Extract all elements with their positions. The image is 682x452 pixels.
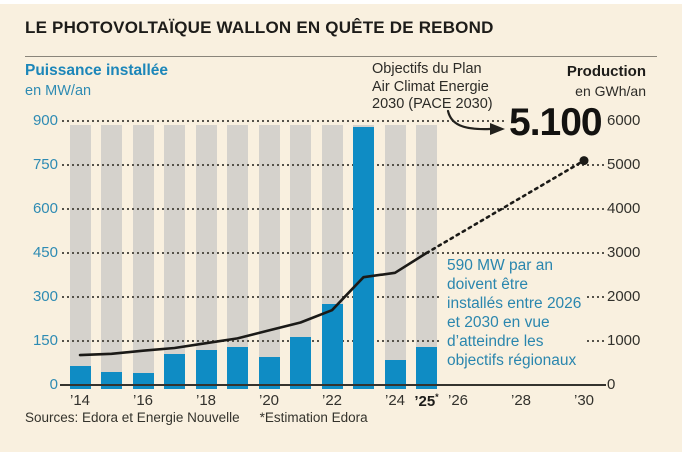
bar-2015 xyxy=(101,371,122,389)
right-axis-legend: Production en GWh/an xyxy=(567,63,646,99)
bar-2019 xyxy=(227,346,248,389)
left-axis-tick-label: 900 xyxy=(32,112,58,129)
chart-title: LE PHOTOVOLTAÏQUE WALLON EN QUÊTE DE REB… xyxy=(25,18,494,37)
note-590-line: et 2030 en vue xyxy=(447,314,550,331)
left-axis-tick-label: 750 xyxy=(32,156,58,173)
sources-text: Sources: Edora et Energie Nouvelle xyxy=(25,410,240,425)
right-axis-tick-label: 5000 xyxy=(607,156,641,173)
bar-2020 xyxy=(258,357,280,389)
x-tick-label: ’25* xyxy=(414,392,439,410)
bar-2017 xyxy=(164,354,185,389)
bar-2022 xyxy=(321,304,343,389)
x-tick-label: ’30 xyxy=(573,392,595,409)
x-tick-label: ’24 xyxy=(384,392,406,409)
x-tick-label: ’18 xyxy=(195,392,217,409)
bar-2025 xyxy=(416,346,437,389)
left-axis-tick-label: 600 xyxy=(32,200,58,217)
right-axis-tick-label: 2000 xyxy=(607,288,641,305)
projection-line xyxy=(425,159,586,255)
note-590-line: d’atteindre les xyxy=(447,333,544,350)
note-590-line: objectifs régionaux xyxy=(447,352,577,369)
pace-annotation-line: Objectifs du Plan xyxy=(372,61,482,77)
note-590-line: installés entre 2026 xyxy=(447,295,582,312)
arrow-head-icon xyxy=(490,123,505,135)
footer: Sources: Edora et Energie Nouvelle *Estim… xyxy=(25,410,368,425)
note-590-line: 590 MW par an xyxy=(447,257,553,274)
x-tick-label: ’16 xyxy=(132,392,154,409)
pace-annotation: Objectifs du Plan Air Climat Energie 203… xyxy=(372,61,493,114)
estimation-text: *Estimation Edora xyxy=(259,410,368,425)
note-590: 590 MW par an doivent être installés ent… xyxy=(442,254,587,372)
pace-annotation-line: Air Climat Energie xyxy=(372,78,489,95)
x-tick-label: ’22 xyxy=(321,392,343,409)
bar-2016 xyxy=(132,373,154,389)
right-axis-unit: en GWh/an xyxy=(575,83,646,99)
right-axis-tick-label: 6000 xyxy=(607,112,641,129)
bar-2018 xyxy=(195,349,217,389)
left-axis-tick-label: 450 xyxy=(32,244,58,261)
x-tick-label: ’14 xyxy=(69,392,91,409)
gridline xyxy=(62,208,605,210)
gridline xyxy=(62,120,605,122)
note-590-line: doivent être xyxy=(447,276,528,293)
pace-annotation-line: 2030 (PACE 2030) xyxy=(372,96,493,112)
right-axis-tick-label: 3000 xyxy=(607,244,641,261)
top-white-strip xyxy=(0,0,682,4)
left-axis-legend: Puissance installée en MW/an xyxy=(25,62,168,99)
left-axis-tick-label: 150 xyxy=(32,332,58,349)
bar-2023 xyxy=(353,126,374,389)
title-divider xyxy=(25,56,657,57)
bar-2014 xyxy=(69,365,91,389)
x-axis-line xyxy=(60,384,606,386)
right-axis-tick-label: 0 xyxy=(607,376,616,393)
x-tick-label: ’28 xyxy=(510,392,532,409)
left-axis-title: Puissance installée xyxy=(25,62,169,79)
right-axis-title: Production xyxy=(566,63,646,80)
left-axis-tick-label: 300 xyxy=(32,288,58,305)
left-axis-unit: en MW/an xyxy=(25,83,92,99)
target-value: 5.100 xyxy=(505,100,606,146)
bar-2021 xyxy=(290,336,311,389)
right-axis-tick-label: 4000 xyxy=(607,200,641,217)
left-axis-tick-label: 0 xyxy=(49,376,58,393)
gridline xyxy=(62,164,605,166)
right-axis-tick-label: 1000 xyxy=(607,332,641,349)
bar-2024 xyxy=(384,360,406,389)
x-tick-label: ’26 xyxy=(447,392,469,409)
x-tick-label: ’20 xyxy=(258,392,280,409)
